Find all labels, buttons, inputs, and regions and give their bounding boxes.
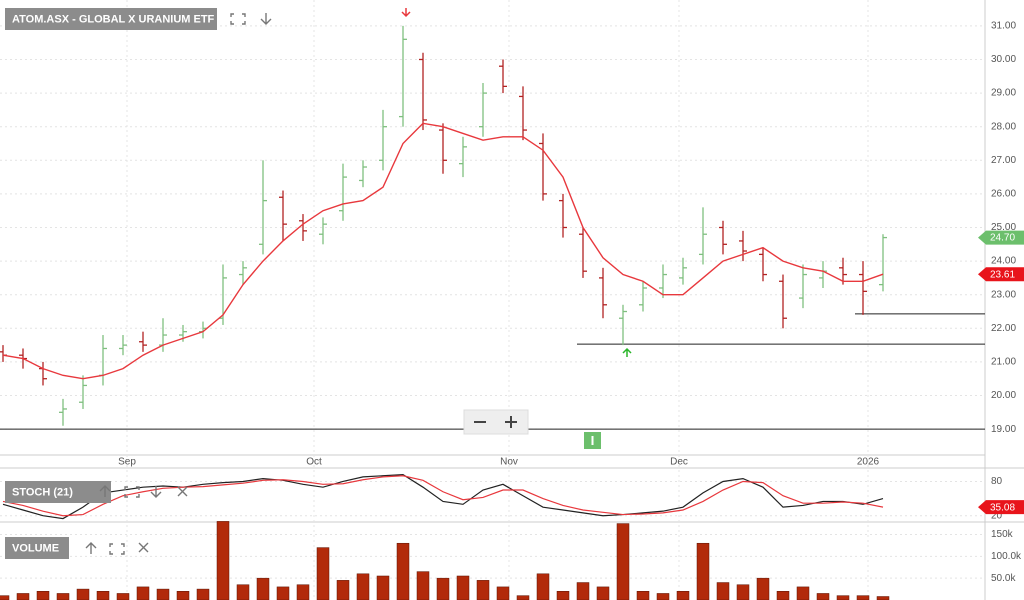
- value-tag-label: 35.08: [990, 502, 1015, 513]
- value-tag: [978, 267, 1024, 282]
- volume-bar: [636, 591, 650, 600]
- volume-bar: [696, 542, 710, 600]
- volume-bar: [56, 593, 70, 600]
- stoch-line: [2, 474, 884, 520]
- volume-bar: [796, 586, 810, 600]
- toolbar[interactable]: [230, 13, 272, 25]
- chart-title: ATOM.ASX - GLOBAL X URANIUM ETF: [12, 13, 215, 25]
- volume-bar: [756, 577, 770, 600]
- y-tick-label: 150k: [991, 529, 1014, 540]
- volume-bar: [436, 577, 450, 600]
- volume-bar: [616, 523, 630, 600]
- volume-bar: [736, 584, 750, 600]
- volume-bar: [0, 595, 10, 600]
- volume-bar: [336, 580, 350, 600]
- moving-average: [2, 122, 884, 380]
- volume-bar: [356, 573, 370, 600]
- x-tick-label: Sep: [118, 457, 136, 468]
- y-tick-label: 50.0k: [991, 573, 1016, 584]
- volume-bar: [16, 593, 30, 600]
- stoch-toolbar[interactable]: [99, 485, 188, 498]
- y-tick-label: 28.00: [991, 121, 1016, 132]
- y-tick-label: 20: [991, 510, 1003, 521]
- y-tick-label: 30.00: [991, 54, 1016, 65]
- volume-bar: [276, 586, 290, 600]
- volume-bar: [316, 547, 330, 600]
- x-tick-label: 2026: [857, 457, 880, 468]
- volume-bar: [876, 596, 890, 600]
- low-arrow: [622, 347, 632, 357]
- volume-bar: [656, 593, 670, 600]
- y-tick-label: 24.00: [991, 256, 1016, 267]
- volume-bar: [36, 591, 50, 600]
- volume-bar: [416, 571, 430, 600]
- zoom-controls[interactable]: [463, 409, 529, 435]
- volume-bar: [236, 584, 250, 600]
- y-tick-label: 25.00: [991, 222, 1016, 233]
- y-tick-label: 23.00: [991, 289, 1016, 300]
- y-tick-label: 19.00: [991, 424, 1016, 435]
- volume-bar: [116, 593, 130, 600]
- volume-bar: [716, 582, 730, 600]
- y-tick-label: 21.00: [991, 357, 1016, 368]
- volume-bar: [136, 586, 150, 600]
- x-tick-label: Nov: [500, 457, 518, 468]
- stoch-line: [2, 475, 884, 517]
- volume-bar: [376, 575, 390, 600]
- volume-bar: [836, 595, 850, 600]
- volume-bar: [856, 595, 870, 600]
- volume-bar: [536, 573, 550, 600]
- y-tick-label: 80: [991, 476, 1003, 487]
- volume-bar: [196, 588, 210, 600]
- volume-bar: [516, 595, 530, 600]
- volume-bar: [776, 591, 790, 600]
- volume-bar: [676, 591, 690, 600]
- title-box: [5, 8, 217, 30]
- y-tick-label: 31.00: [991, 21, 1016, 32]
- volume-bar: [816, 593, 830, 600]
- volume-bar: [96, 591, 110, 600]
- value-tag: [978, 500, 1024, 515]
- volume-bar: [256, 577, 270, 600]
- volume-bar: [216, 521, 230, 600]
- volume-bar: [456, 575, 470, 600]
- volume-title: VOLUME: [12, 542, 59, 554]
- y-tick-label: 26.00: [991, 189, 1016, 200]
- value-tag-label: 23.61: [990, 269, 1015, 280]
- x-tick-label: Oct: [306, 457, 322, 468]
- y-tick-label: 100.0k: [991, 551, 1022, 562]
- y-tick-label: 27.00: [991, 155, 1016, 166]
- volume-bar: [396, 542, 410, 600]
- volume-bar: [596, 586, 610, 600]
- high-arrow: [401, 8, 411, 18]
- volume-bar: [576, 582, 590, 600]
- y-tick-label: 29.00: [991, 88, 1016, 99]
- x-tick-label: Dec: [670, 457, 688, 468]
- volume-bar: [156, 588, 170, 600]
- volume-toolbar[interactable]: [85, 542, 149, 555]
- volume-bar: [176, 591, 190, 600]
- volume-bar: [296, 584, 310, 600]
- stoch-title: STOCH (21): [12, 486, 73, 498]
- y-tick-label: 20.00: [991, 390, 1016, 401]
- value-tag-label: 24.70: [990, 233, 1015, 244]
- volume-bar: [76, 588, 90, 600]
- y-tick-label: 22.00: [991, 323, 1016, 334]
- volume-bar: [496, 586, 510, 600]
- volume-bar: [476, 580, 490, 600]
- stoch-box: [5, 481, 111, 503]
- volume-bar: [556, 591, 570, 600]
- volume-box: [5, 537, 69, 559]
- value-tag: [978, 230, 1024, 245]
